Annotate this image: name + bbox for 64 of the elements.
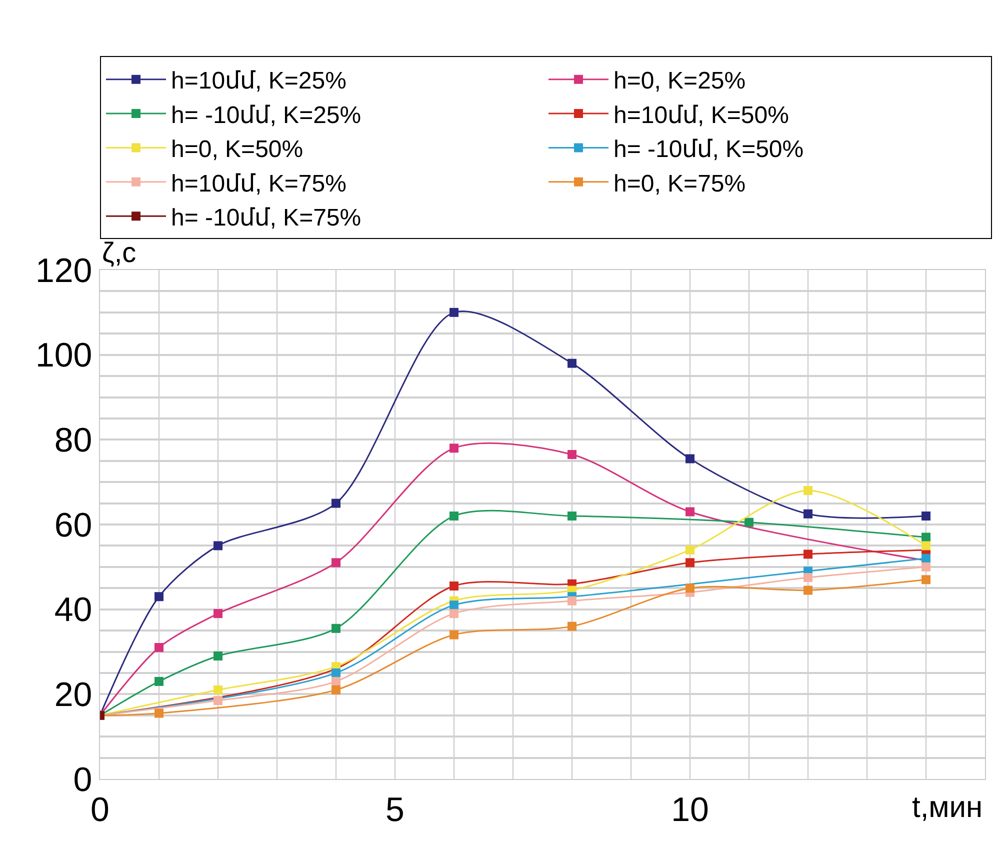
point [686, 454, 694, 464]
x-tick-label: 10 [671, 790, 709, 829]
point [332, 558, 340, 568]
point [214, 685, 222, 694]
point [686, 584, 694, 593]
legend-label: h=10մմ, K=25% [171, 68, 346, 95]
point [332, 668, 340, 678]
point [214, 696, 222, 706]
point [922, 532, 930, 542]
legend-label: h=0, K=25% [614, 68, 746, 95]
y-tick-label: 40 [54, 591, 92, 630]
point [922, 512, 930, 521]
legend-label: h= -10մմ, K=75% [171, 204, 362, 232]
point [744, 518, 754, 527]
point [922, 554, 930, 563]
point [568, 512, 576, 521]
point [568, 596, 576, 606]
point [214, 541, 222, 550]
y-tick-label: 100 [35, 336, 92, 375]
legend-label: h= -10մմ, K=50% [614, 136, 804, 164]
point [922, 541, 930, 550]
point [804, 573, 812, 582]
point [922, 562, 930, 572]
point [332, 498, 340, 508]
point [332, 624, 340, 633]
point [804, 509, 812, 518]
point [450, 512, 458, 521]
point [922, 575, 930, 584]
point [686, 545, 694, 554]
y-tick-label: 20 [54, 676, 92, 714]
point [568, 358, 576, 368]
point [686, 558, 694, 568]
legend-label: h=10մմ, K=50% [614, 102, 789, 129]
x-tick-label: 5 [386, 790, 404, 829]
x-axis-title: t,мин [912, 791, 983, 824]
point [450, 308, 458, 317]
legend-label: h=10մմ, K=75% [171, 170, 346, 198]
point [214, 609, 222, 618]
y-tick-label: 0 [73, 760, 92, 799]
point [450, 444, 458, 453]
y-tick-label: 60 [54, 506, 92, 544]
point [450, 609, 458, 618]
point [450, 582, 458, 590]
legend-label: h= -10մմ, K=25% [171, 102, 362, 129]
y-tick-label: 120 [35, 252, 92, 290]
y-tick-label: 80 [54, 422, 92, 460]
legend-label: h=0, K=50% [171, 136, 304, 164]
point [332, 676, 340, 686]
point [804, 550, 812, 559]
point [686, 507, 694, 516]
point [154, 643, 164, 652]
point [568, 622, 576, 631]
y-axis-title: ζ,с [102, 237, 136, 268]
point [450, 630, 458, 640]
point [450, 600, 458, 610]
point [154, 708, 164, 718]
point [804, 586, 812, 595]
point [568, 450, 576, 460]
point [332, 685, 340, 694]
point [804, 486, 812, 496]
point [154, 592, 164, 602]
point [154, 676, 164, 686]
legend-label: h=0, K=75% [614, 170, 746, 198]
point [214, 651, 222, 660]
